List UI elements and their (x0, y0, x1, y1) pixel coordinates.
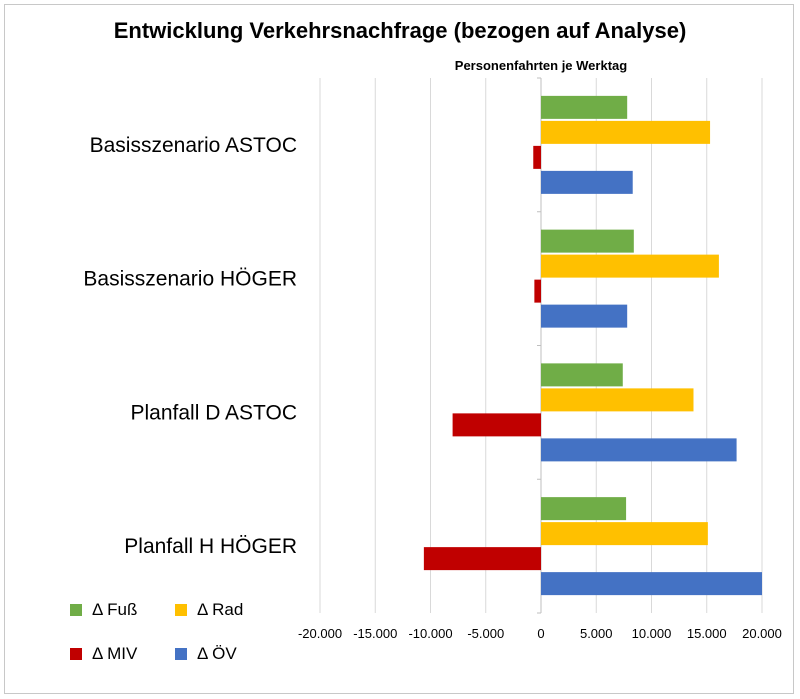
category-label-planfall-d-astoc: Planfall D ASTOC (130, 401, 297, 424)
bar-basisszenario-astoc-2 (533, 145, 541, 169)
x-axis-title: Personenfahrten je Werktag (454, 58, 628, 73)
bar-planfall-h-h-ger-3 (541, 572, 762, 596)
chart-title: Entwicklung Verkehrsnachfrage (bezogen a… (113, 18, 687, 43)
legend-item-rad: Δ Rad (175, 600, 243, 620)
bar-basisszenario-h-ger-0 (541, 229, 634, 253)
x-tick-label-1: -15.000 (353, 626, 397, 641)
legend-item-miv: Δ MIV (70, 644, 137, 664)
x-tick-label-2: -10.000 (408, 626, 452, 641)
bar-basisszenario-astoc-1 (541, 120, 711, 144)
legend-label-oev: Δ ÖV (197, 644, 237, 663)
legend-swatch-rad (175, 604, 187, 616)
x-tick-label-3: -5.000 (467, 626, 504, 641)
x-tick-label-6: 10.000 (632, 626, 672, 641)
bar-planfall-h-h-ger-1 (541, 522, 708, 546)
x-tick-label-0: -20.000 (298, 626, 342, 641)
legend: Δ Fuß Δ Rad Δ MIV Δ ÖV (70, 600, 270, 670)
x-tick-label-4: 0 (537, 626, 544, 641)
bar-basisszenario-h-ger-2 (534, 279, 541, 303)
legend-swatch-miv (70, 648, 82, 660)
x-tick-label-5: 5.000 (580, 626, 613, 641)
legend-label-fuss: Δ Fuß (92, 600, 138, 619)
bar-basisszenario-astoc-3 (541, 170, 633, 194)
bar-planfall-h-h-ger-2 (423, 547, 541, 571)
bar-planfall-h-h-ger-0 (541, 497, 627, 521)
legend-label-rad: Δ Rad (197, 600, 244, 619)
legend-swatch-fuss (70, 604, 82, 616)
bar-basisszenario-astoc-0 (541, 95, 628, 119)
category-label-basisszenario-astoc: Basisszenario ASTOC (90, 134, 297, 157)
bar-basisszenario-h-ger-1 (541, 254, 719, 278)
legend-label-miv: Δ MIV (92, 644, 138, 663)
x-tick-label-8: 20.000 (742, 626, 782, 641)
bar-planfall-d-astoc-0 (541, 363, 623, 387)
bar-basisszenario-h-ger-3 (541, 304, 628, 328)
category-label-basisszenario-h-ger: Basisszenario HÖGER (83, 268, 297, 291)
legend-item-fuss: Δ Fuß (70, 600, 137, 620)
bar-planfall-d-astoc-2 (452, 413, 541, 437)
category-label-planfall-h-h-ger: Planfall H HÖGER (124, 535, 297, 558)
legend-item-oev: Δ ÖV (175, 644, 237, 664)
bar-planfall-d-astoc-1 (541, 388, 694, 412)
bar-planfall-d-astoc-3 (541, 438, 737, 462)
x-tick-label-7: 15.000 (687, 626, 727, 641)
legend-swatch-oev (175, 648, 187, 660)
